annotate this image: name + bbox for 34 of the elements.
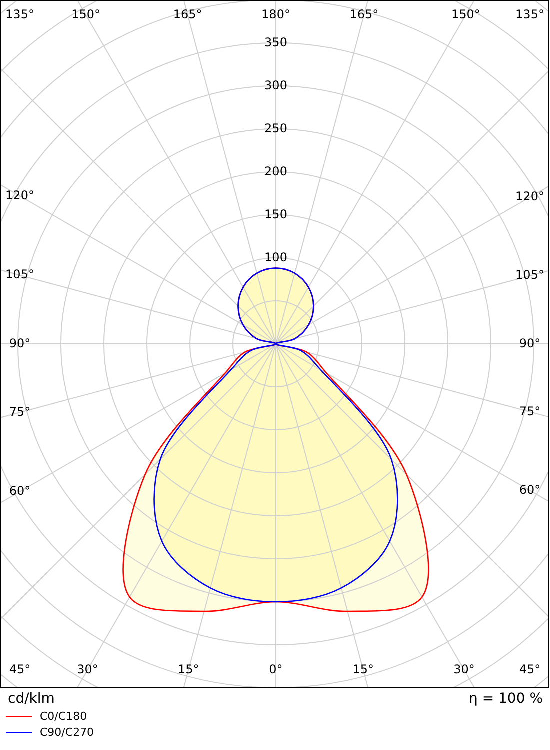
- spoke-label: 60°: [9, 484, 31, 498]
- spoke-label: 60°: [519, 482, 541, 497]
- spoke-label: 120°: [6, 188, 34, 202]
- spoke-label: 30°: [454, 662, 475, 676]
- spoke-label: 150°: [451, 7, 480, 22]
- y-tick-label: 250: [264, 121, 288, 136]
- y-tick-label: 100: [264, 250, 288, 264]
- spoke-label: 45°: [9, 662, 31, 676]
- spoke-label: 90°: [519, 336, 541, 350]
- spoke-label: 75°: [519, 404, 541, 418]
- legend-label: C90/C270: [40, 726, 94, 740]
- spoke-label: 15°: [352, 662, 374, 676]
- spoke-label: 45°: [519, 662, 541, 676]
- spoke-label: 105°: [516, 268, 544, 282]
- spoke-label: 30°: [77, 662, 98, 676]
- spoke-label: 165°: [350, 7, 379, 22]
- text: η = 100 %: [469, 691, 543, 707]
- spoke-label: 0°: [269, 662, 283, 676]
- spoke-label: 135°: [516, 7, 544, 22]
- spoke-label: 150°: [72, 7, 101, 22]
- legend-label: C0/C180: [40, 710, 88, 724]
- spoke-label: 135°: [6, 7, 34, 22]
- y-tick-label: 300: [264, 78, 288, 92]
- spoke-label: 90°: [9, 336, 31, 350]
- spoke-label: 15°: [178, 662, 200, 676]
- spoke-label: 105°: [6, 268, 34, 282]
- spoke-label: 120°: [516, 190, 544, 204]
- text: cd/klm: [8, 691, 55, 707]
- y-tick-label: 350: [264, 35, 288, 50]
- spoke-label: 180°: [262, 7, 290, 22]
- spoke-label: 75°: [9, 404, 31, 419]
- y-tick-label: 200: [264, 164, 288, 178]
- spoke-label: 165°: [173, 7, 202, 22]
- y-tick-label: 150: [264, 207, 288, 222]
